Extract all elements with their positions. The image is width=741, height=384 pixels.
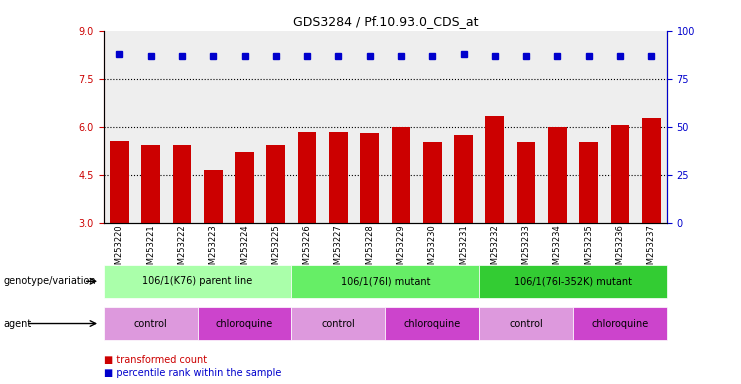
Text: agent: agent [4, 318, 32, 329]
Bar [642, 118, 661, 319]
Bar [548, 127, 567, 319]
Text: ■ transformed count: ■ transformed count [104, 355, 207, 365]
Bar [173, 145, 191, 319]
Bar [516, 142, 536, 319]
Bar [579, 142, 598, 319]
Bar [235, 152, 254, 319]
Text: control: control [134, 318, 167, 329]
Bar [142, 145, 160, 319]
Text: genotype/variation: genotype/variation [4, 276, 96, 286]
Text: 106/1(76I) mutant: 106/1(76I) mutant [341, 276, 430, 286]
Title: GDS3284 / Pf.10.93.0_CDS_at: GDS3284 / Pf.10.93.0_CDS_at [293, 15, 478, 28]
Bar [110, 141, 129, 319]
Bar [360, 133, 379, 319]
Text: 106/1(K76) parent line: 106/1(K76) parent line [142, 276, 253, 286]
Bar [391, 127, 411, 319]
Text: chloroquine: chloroquine [404, 318, 461, 329]
Bar [267, 145, 285, 319]
Text: control: control [509, 318, 543, 329]
Text: ■ percentile rank within the sample: ■ percentile rank within the sample [104, 368, 281, 378]
Text: 106/1(76I-352K) mutant: 106/1(76I-352K) mutant [514, 276, 632, 286]
Bar [611, 125, 629, 319]
Text: chloroquine: chloroquine [591, 318, 648, 329]
Bar [423, 142, 442, 319]
Bar [329, 132, 348, 319]
Text: control: control [322, 318, 355, 329]
Bar [204, 170, 222, 319]
Text: chloroquine: chloroquine [216, 318, 273, 329]
Bar [485, 116, 504, 319]
Bar [454, 135, 473, 319]
Bar [298, 132, 316, 319]
